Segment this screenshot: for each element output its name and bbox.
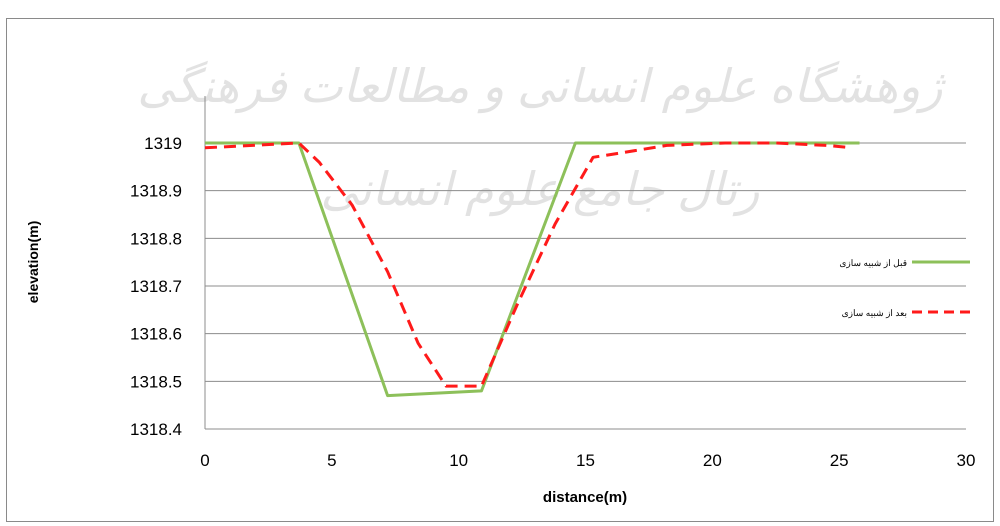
watermark: ژوهشگاه علوم انسانی و مطالعات فرهنگی رتا… [137,60,946,217]
series-lines [204,141,860,398]
legend-label-2: بعد از شبیه سازی [842,308,907,319]
legend-label-1: قبل از شبیه سازی [839,258,907,269]
x-tick-label: 5 [327,451,336,470]
y-tick-label: 1318.9 [130,182,182,201]
y-tick-labels: 1318.4 1318.5 1318.6 1318.7 1318.8 1318.9 1319 [130,134,182,439]
y-tick-label: 1319 [144,134,182,153]
x-tick-label: 10 [449,451,468,470]
watermark-line-1: ژوهشگاه علوم انسانی و مطالعات فرهنگی [137,60,946,114]
x-tick-label: 30 [957,451,976,470]
chart-frame [6,18,994,522]
x-tick-label: 20 [703,451,722,470]
x-tick-labels: 0 5 10 15 20 25 30 [200,451,975,470]
watermark-line-2: رتال جامع علوم انسانی [320,163,759,217]
legend: قبل از شبیه سازی بعد از شبیه سازی [839,258,970,319]
x-axis-label: distance(m) [543,489,627,506]
y-tick-label: 1318.4 [130,420,182,439]
series-line-2 [204,141,853,388]
x-tick-label: 0 [200,451,209,470]
x-tick-label: 25 [830,451,849,470]
y-axis-label: elevation(m) [25,221,41,303]
y-tick-label: 1318.6 [130,325,182,344]
y-tick-label: 1318.5 [130,372,182,391]
y-tick-label: 1318.8 [130,229,182,248]
x-tick-label: 15 [576,451,595,470]
y-tick-label: 1318.7 [130,277,182,296]
